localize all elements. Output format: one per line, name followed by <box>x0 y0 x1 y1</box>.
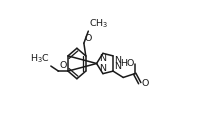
Text: N: N <box>114 56 121 65</box>
Text: O: O <box>59 61 67 70</box>
Text: N: N <box>99 64 106 73</box>
Text: HO: HO <box>120 59 134 68</box>
Text: N: N <box>99 54 106 63</box>
Text: O: O <box>84 34 92 43</box>
Text: CH$_3$: CH$_3$ <box>89 18 108 30</box>
Text: N: N <box>114 62 121 71</box>
Text: H$_3$C: H$_3$C <box>30 53 50 65</box>
Text: O: O <box>141 79 149 88</box>
